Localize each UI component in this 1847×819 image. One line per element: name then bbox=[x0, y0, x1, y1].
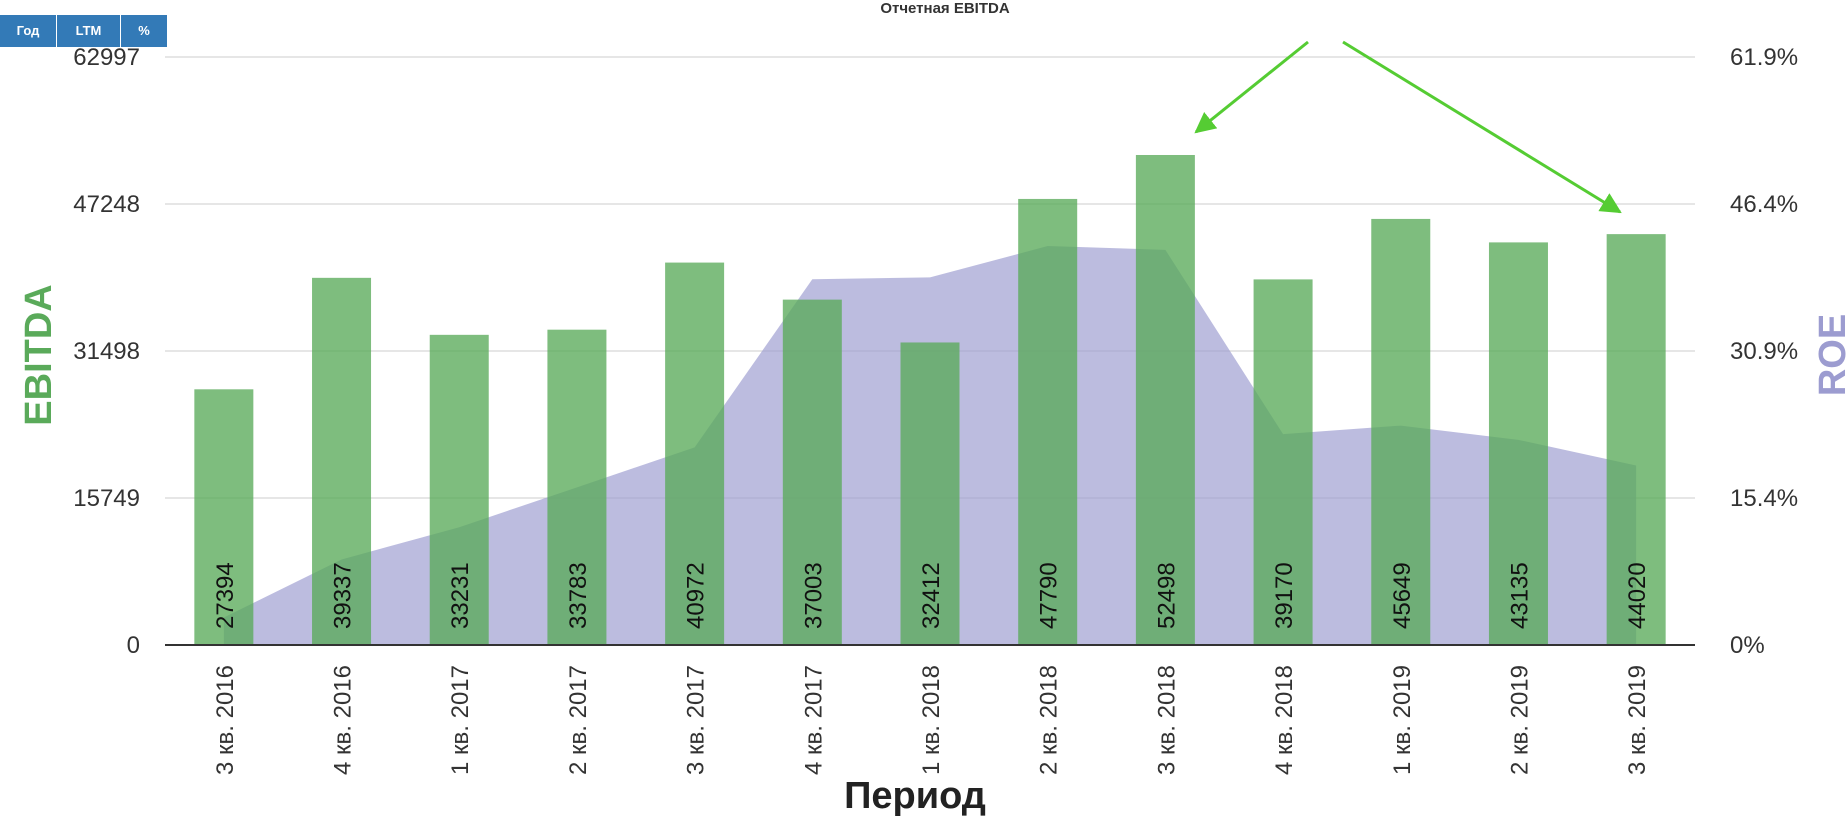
bar-value-label: 52498 bbox=[1153, 562, 1180, 629]
bar-value-label: 39170 bbox=[1271, 562, 1298, 629]
bar-value-label: 37003 bbox=[800, 562, 827, 629]
ebitda-bar bbox=[665, 262, 725, 645]
x-tick-label: 2 кв. 2017 bbox=[565, 665, 592, 775]
ebitda-bar bbox=[1135, 154, 1195, 645]
ltm-button[interactable]: LTM bbox=[57, 15, 121, 47]
y-tick-label: 15749 bbox=[73, 485, 140, 512]
ebitda-bar bbox=[1018, 198, 1078, 645]
ebitda-bar bbox=[1606, 234, 1666, 645]
ebitda-bar bbox=[194, 389, 254, 645]
x-tick-label: 4 кв. 2018 bbox=[1271, 665, 1298, 775]
y2-tick-label: 30.9% bbox=[1730, 338, 1798, 365]
x-tick-label: 4 кв. 2016 bbox=[330, 665, 357, 775]
x-tick-label: 4 кв. 2017 bbox=[800, 665, 827, 775]
y2-axis-title: ROE bbox=[1812, 314, 1847, 396]
y-tick-label: 62997 bbox=[73, 44, 140, 71]
bar-value-label: 43135 bbox=[1506, 562, 1533, 629]
bar-value-label: 33231 bbox=[447, 562, 474, 629]
x-tick-label: 2 кв. 2018 bbox=[1036, 665, 1063, 775]
x-tick-label: 3 кв. 2018 bbox=[1153, 665, 1180, 775]
bar-value-label: 33783 bbox=[565, 562, 592, 629]
x-tick-label: 3 кв. 2017 bbox=[683, 665, 710, 775]
y2-tick-label: 0% bbox=[1730, 632, 1765, 659]
ebitda-bar bbox=[312, 277, 372, 645]
bar-value-label: 39337 bbox=[330, 562, 357, 629]
y-tick-label: 31498 bbox=[73, 338, 140, 365]
annotation-arrow-right bbox=[1342, 40, 1622, 214]
bar-value-label: 44020 bbox=[1624, 562, 1651, 629]
percent-button[interactable]: % bbox=[121, 15, 167, 47]
bar-value-label: 47790 bbox=[1036, 562, 1063, 629]
y-tick-label: 0 bbox=[127, 632, 140, 659]
ebitda-bar bbox=[1371, 218, 1431, 646]
x-tick-label: 1 кв. 2017 bbox=[447, 665, 474, 775]
x-tick-label: 1 кв. 2019 bbox=[1389, 665, 1416, 775]
year-button[interactable]: Год bbox=[0, 15, 57, 47]
y-axis-title: EBITDA bbox=[18, 284, 60, 425]
bar-value-label: 27394 bbox=[212, 562, 239, 629]
bar-value-label: 45649 bbox=[1389, 562, 1416, 629]
ebitda-bar bbox=[900, 342, 960, 645]
chart-title: Отчетная EBITDA bbox=[880, 0, 1010, 17]
y-tick-label: 47248 bbox=[73, 191, 140, 218]
bar-value-label: 32412 bbox=[918, 562, 945, 629]
toolbar: Год LTM % bbox=[0, 15, 167, 47]
x-tick-label: 3 кв. 2019 bbox=[1624, 665, 1651, 775]
ebitda-bar bbox=[429, 334, 489, 645]
ebitda-bar bbox=[547, 329, 607, 645]
ebitda-bar bbox=[1488, 242, 1548, 645]
y2-tick-label: 15.4% bbox=[1730, 485, 1798, 512]
x-tick-label: 3 кв. 2016 bbox=[212, 665, 239, 775]
x-tick-label: 2 кв. 2019 bbox=[1506, 665, 1533, 775]
x-tick-label: 1 кв. 2018 bbox=[918, 665, 945, 775]
bar-value-label: 40972 bbox=[683, 562, 710, 629]
y2-tick-label: 46.4% bbox=[1730, 191, 1798, 218]
ebitda-bar bbox=[1253, 279, 1313, 645]
annotation-arrow-left bbox=[1194, 40, 1309, 134]
y2-tick-label: 61.9% bbox=[1730, 44, 1798, 71]
ebitda-bar bbox=[782, 299, 842, 645]
x-axis-title: Период bbox=[844, 775, 986, 817]
